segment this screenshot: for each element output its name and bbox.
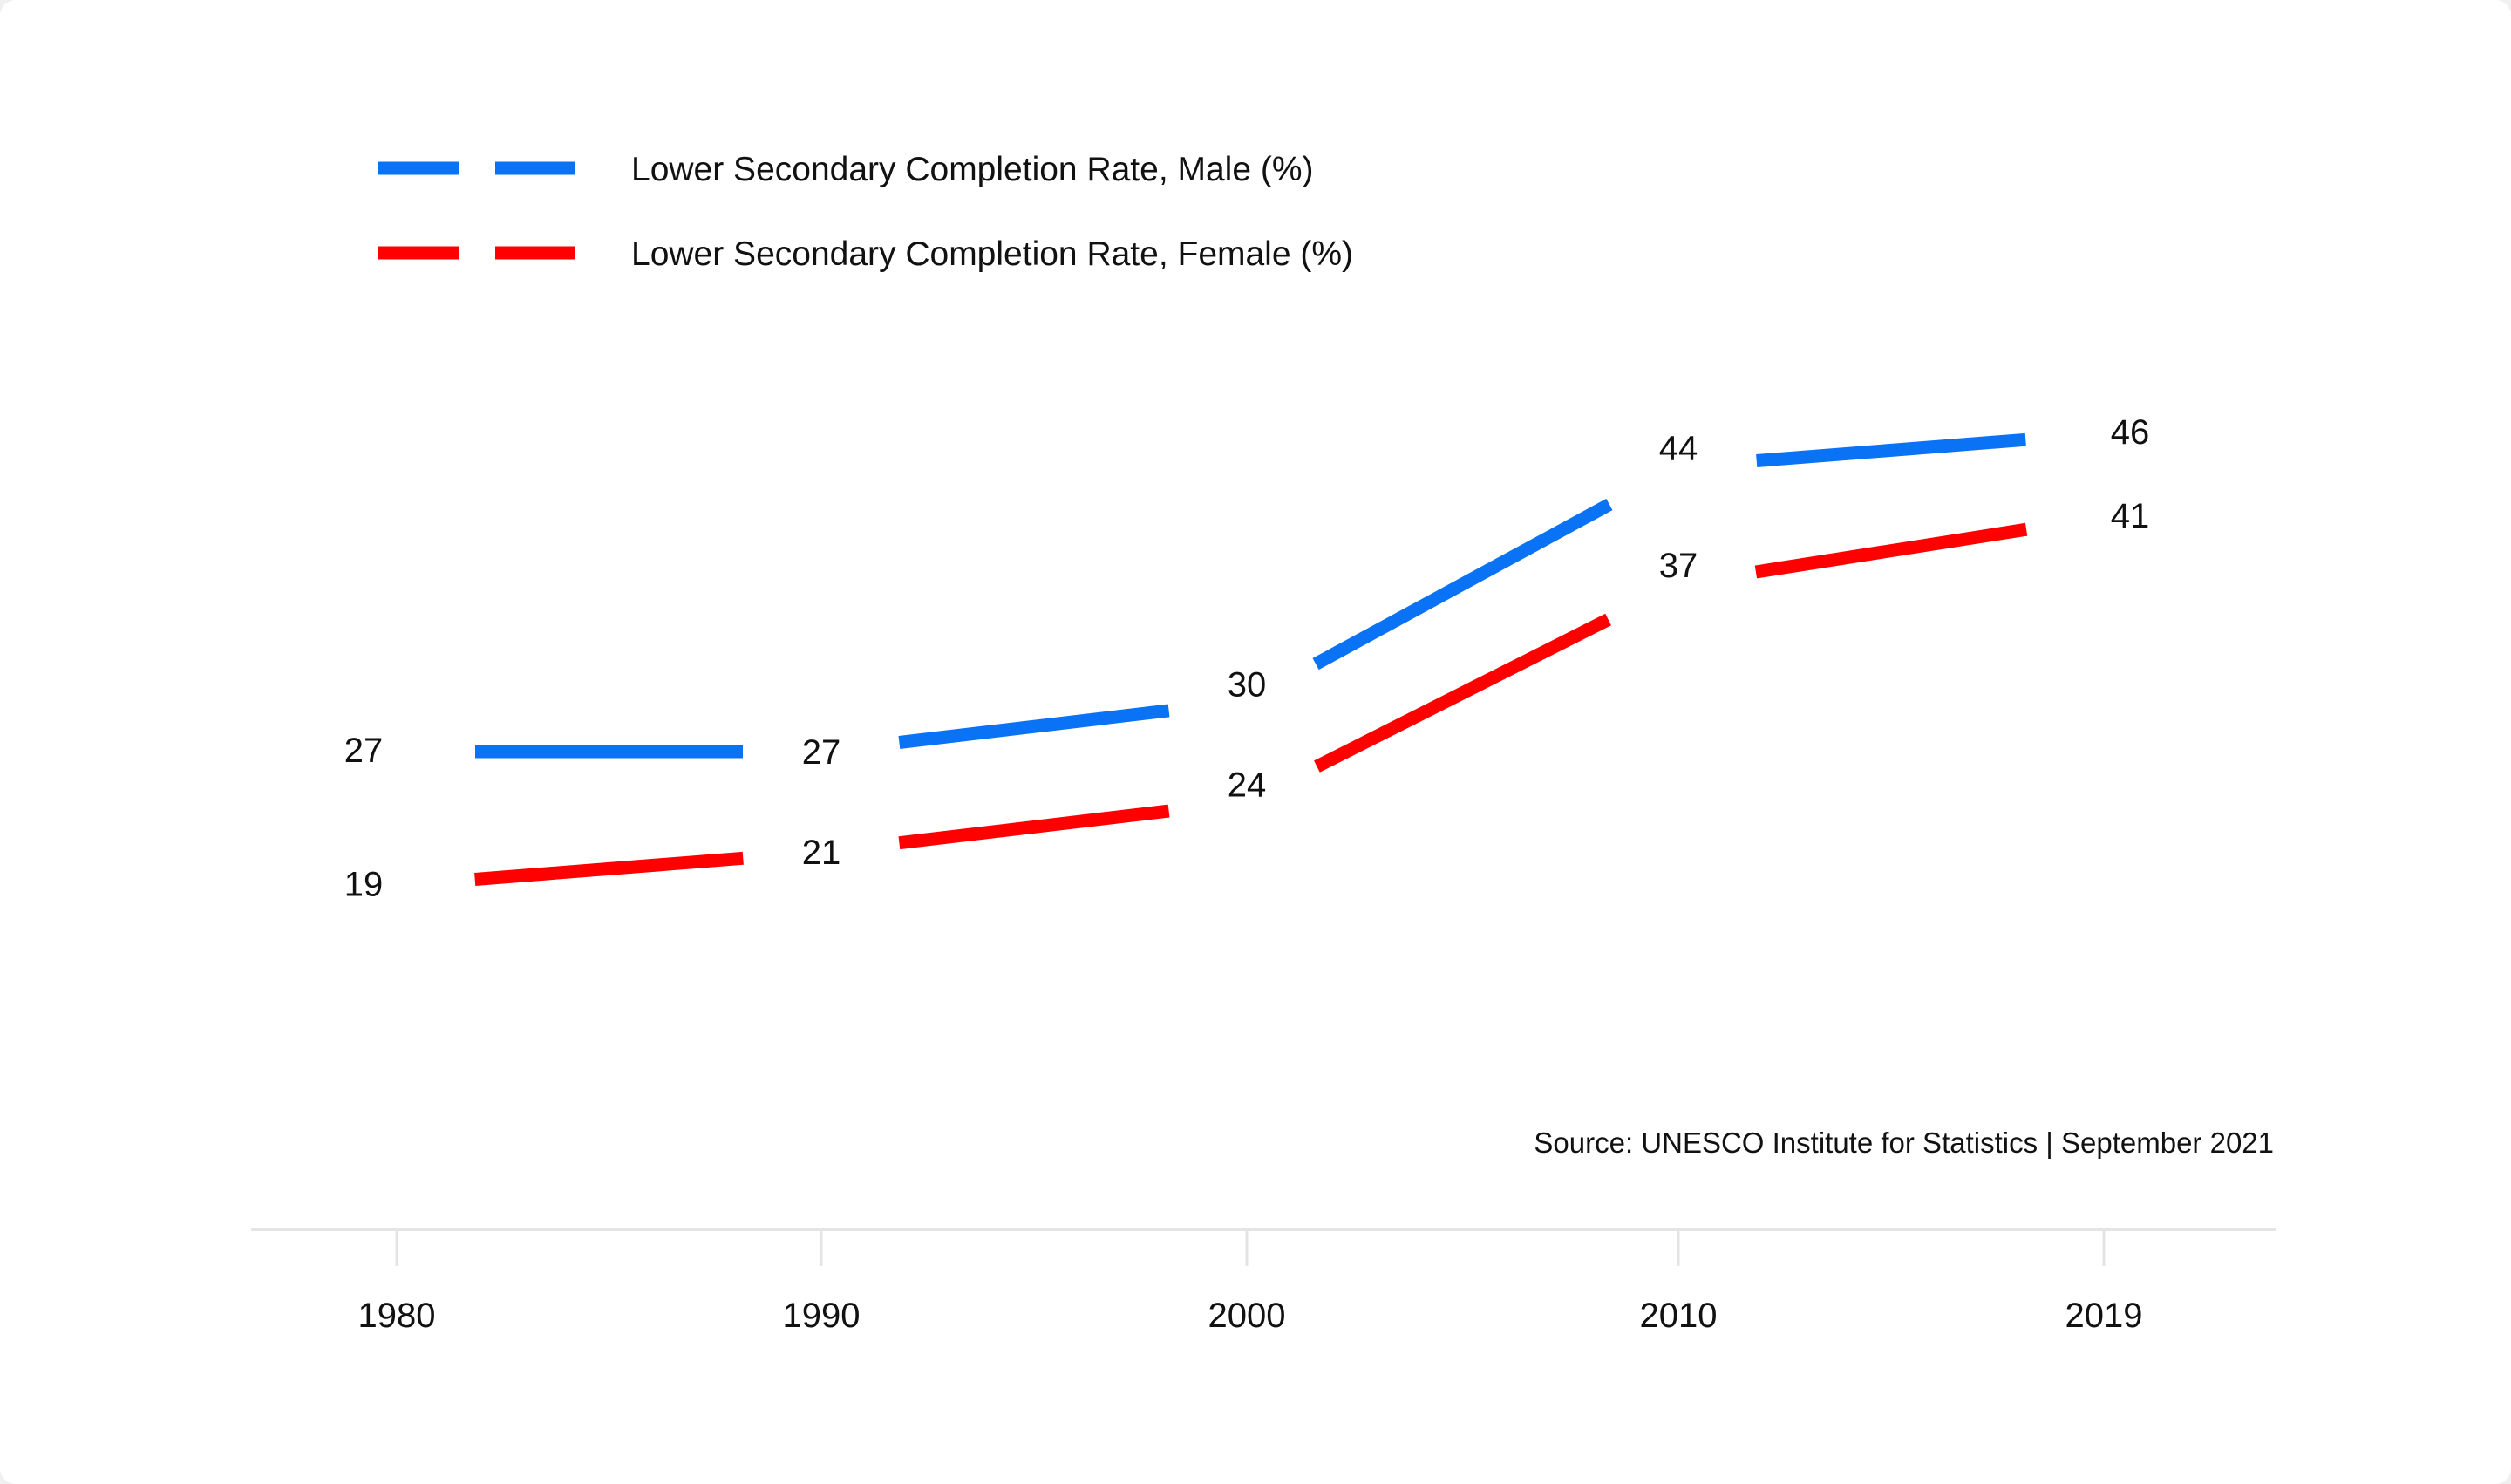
series-segment (1754, 522, 2028, 579)
series-layer (474, 432, 2028, 886)
legend-item: Lower Secondary Completion Rate, Female … (378, 235, 1353, 273)
legend-label: Lower Secondary Completion Rate, Female … (631, 235, 1353, 273)
x-tick-label: 1990 (783, 1297, 861, 1335)
series-segment (898, 804, 1170, 850)
legend-item: Lower Secondary Completion Rate, Male (%… (378, 151, 1314, 188)
data-label: 41 (2111, 497, 2150, 535)
data-label: 24 (1228, 766, 1267, 805)
data-label: 30 (1228, 665, 1267, 704)
series-segment (898, 704, 1170, 749)
data-label: 21 (802, 834, 841, 872)
data-label: 27 (802, 733, 841, 772)
x-tick-label: 2019 (2065, 1297, 2143, 1335)
legend-label: Lower Secondary Completion Rate, Male (%… (631, 151, 1314, 188)
series-segment (474, 851, 744, 886)
series-segment (1756, 432, 2026, 467)
data-labels: 27 27 30 44 46 19 21 24 37 41 (344, 413, 2150, 903)
series-segment (1312, 498, 1613, 671)
x-tick-label: 2010 (1640, 1297, 1718, 1335)
data-label: 19 (344, 866, 384, 904)
data-label: 44 (1659, 430, 1698, 468)
x-tick-label: 2000 (1208, 1297, 1286, 1335)
data-label: 37 (1659, 547, 1698, 585)
x-tick-label: 1980 (358, 1297, 436, 1335)
data-label: 27 (344, 732, 384, 770)
source-note: Source: UNESCO Institute for Statistics … (1534, 1127, 2274, 1159)
legend: Lower Secondary Completion Rate, Male (%… (378, 151, 1353, 273)
x-axis-ticks: 1980 1990 2000 2010 2019 (358, 1229, 2143, 1335)
data-label: 46 (2111, 413, 2150, 452)
series-segment (1314, 613, 1611, 773)
